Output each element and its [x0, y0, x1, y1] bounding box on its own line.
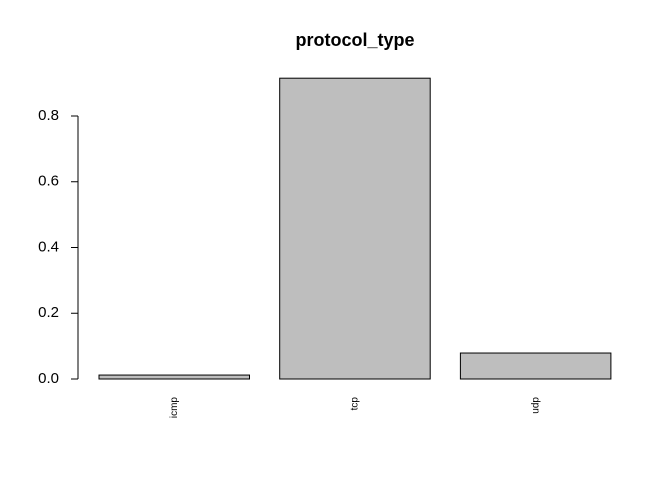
- y-tick-label: 0.2: [38, 304, 59, 321]
- x-tick-label: udp: [530, 397, 541, 414]
- chart-title: protocol_type: [295, 30, 414, 50]
- bar: [459, 352, 612, 380]
- x-tick-label: tcp: [350, 397, 361, 411]
- bar: [98, 374, 250, 380]
- x-tick-label: icmp: [169, 397, 180, 419]
- y-tick-label: 0.0: [38, 370, 59, 387]
- y-tick-label: 0.8: [38, 107, 59, 124]
- bar: [279, 77, 431, 380]
- y-tick-label: 0.4: [38, 238, 59, 255]
- y-tick-label: 0.6: [38, 173, 59, 190]
